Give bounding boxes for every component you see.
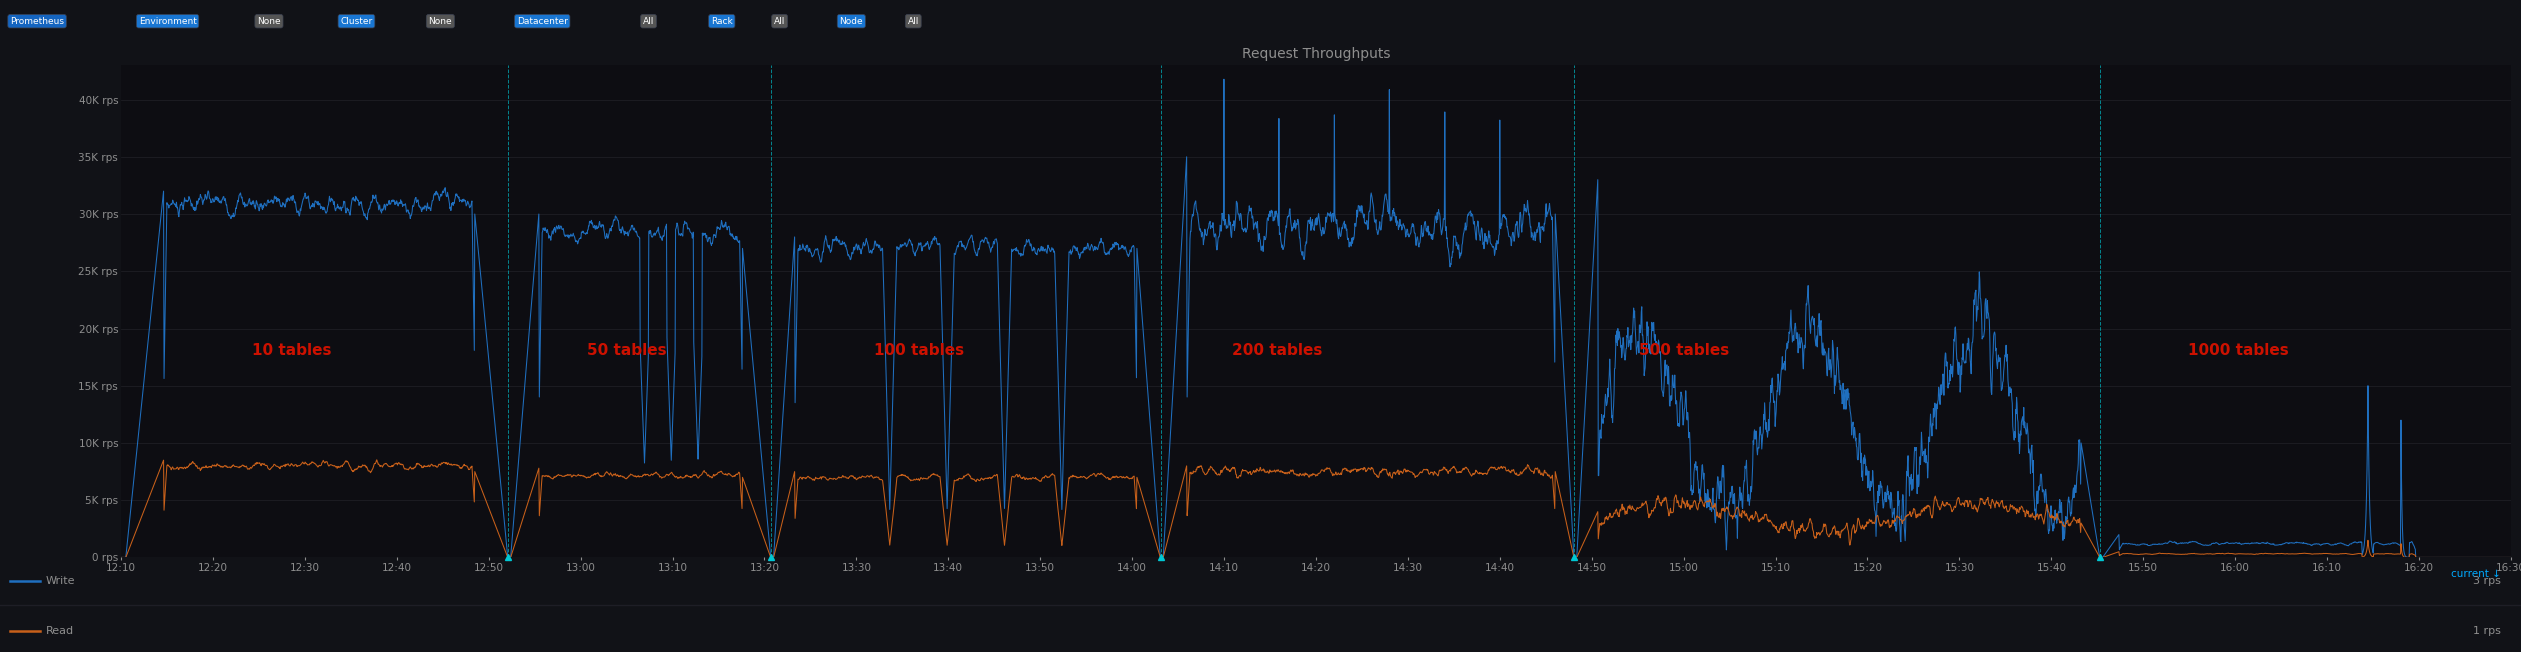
Text: 200 tables: 200 tables xyxy=(1233,343,1324,358)
Text: None: None xyxy=(257,17,280,25)
Text: Rack: Rack xyxy=(711,17,734,25)
Text: 3 rps: 3 rps xyxy=(2473,576,2501,586)
Text: 50 tables: 50 tables xyxy=(587,343,666,358)
Text: All: All xyxy=(643,17,655,25)
Text: 500 tables: 500 tables xyxy=(1639,343,1729,358)
Text: Cluster: Cluster xyxy=(340,17,373,25)
Text: All: All xyxy=(908,17,920,25)
Text: 100 tables: 100 tables xyxy=(875,343,963,358)
Text: 10 tables: 10 tables xyxy=(252,343,333,358)
Text: Read: Read xyxy=(45,626,73,636)
Text: Node: Node xyxy=(839,17,862,25)
Text: None: None xyxy=(429,17,451,25)
Text: Prometheus: Prometheus xyxy=(10,17,63,25)
Text: Write: Write xyxy=(45,576,76,586)
Text: 1000 tables: 1000 tables xyxy=(2188,343,2289,358)
Text: All: All xyxy=(774,17,787,25)
Text: Datacenter: Datacenter xyxy=(517,17,567,25)
Title: Request Throughputs: Request Throughputs xyxy=(1243,47,1389,61)
Text: 1 rps: 1 rps xyxy=(2473,626,2501,636)
Text: current ↓: current ↓ xyxy=(2450,569,2501,579)
Text: Environment: Environment xyxy=(139,17,197,25)
